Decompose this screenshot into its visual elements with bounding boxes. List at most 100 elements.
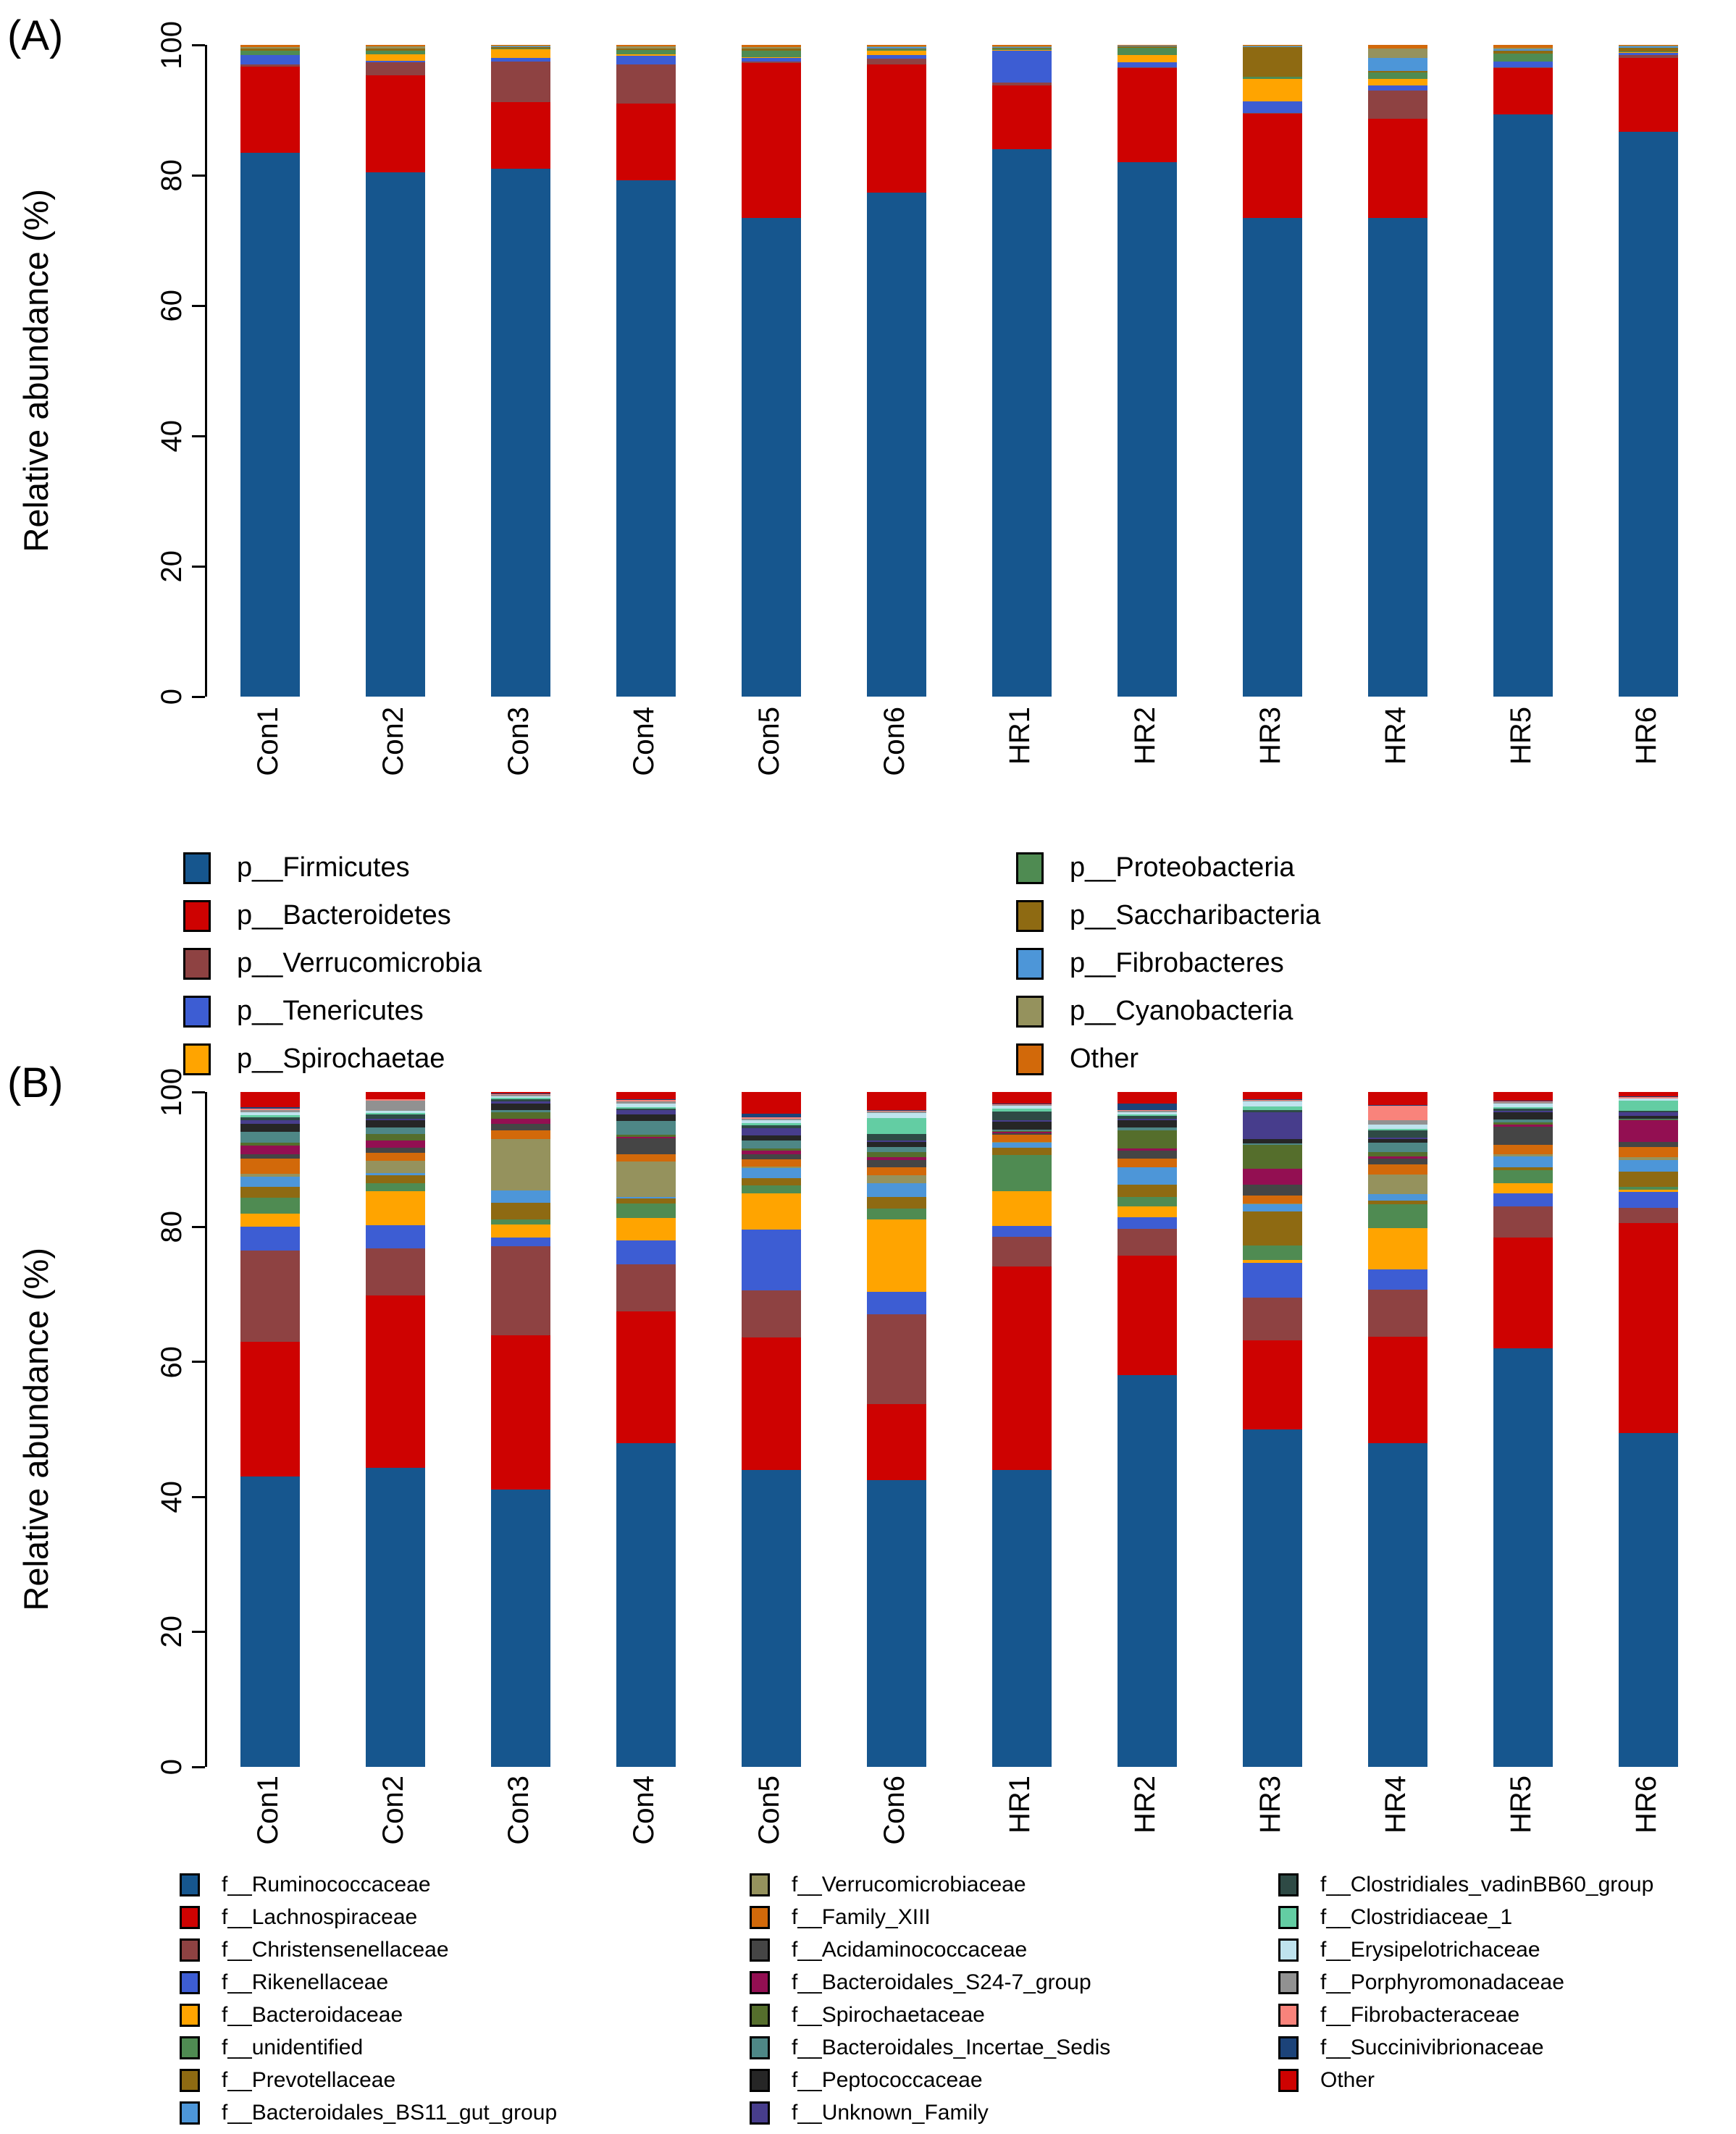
bar-segment bbox=[365, 45, 425, 46]
bar-segment bbox=[490, 1093, 550, 1095]
bar-segment bbox=[1368, 1138, 1428, 1140]
bar-segment bbox=[1493, 114, 1553, 697]
bar-segment bbox=[992, 1226, 1052, 1238]
bar-segment bbox=[1118, 1184, 1178, 1198]
legend-column: f__Clostridiales_vadinBB60_group f__Clost… bbox=[1278, 1873, 1653, 2101]
bar-segment bbox=[1619, 1101, 1679, 1112]
bar-segment bbox=[741, 1154, 801, 1160]
bar-segment bbox=[741, 1166, 801, 1169]
x-label-slot: HR5 bbox=[1459, 707, 1584, 844]
legend-item: f__Acidaminococcaceae bbox=[750, 1938, 1110, 1962]
bar-segment bbox=[240, 1213, 300, 1227]
bar-segment bbox=[992, 1105, 1052, 1109]
legend-item: p__Cyanobacteria bbox=[1016, 995, 1320, 1028]
bar-segment bbox=[365, 1191, 425, 1225]
bar-segment bbox=[365, 1133, 425, 1141]
bar-segment bbox=[616, 104, 676, 181]
bar-segment bbox=[616, 50, 676, 54]
y-tick-label-box: 0 bbox=[126, 639, 188, 755]
x-tick-label: HR5 bbox=[1505, 707, 1538, 765]
bar-segment bbox=[1619, 1111, 1679, 1113]
bar-segment bbox=[741, 1117, 801, 1119]
bar-segment bbox=[992, 47, 1052, 49]
bar-segment bbox=[866, 1167, 926, 1175]
bar-segment bbox=[992, 1134, 1052, 1143]
bar-segment bbox=[490, 1093, 550, 1094]
y-tick-label-box: 20 bbox=[126, 1574, 188, 1690]
bar-segment bbox=[866, 58, 926, 65]
bar-segment bbox=[1493, 1122, 1553, 1125]
bar-segment bbox=[490, 1099, 550, 1102]
legend-label: f__Spirochaetaceae bbox=[792, 2002, 985, 2027]
bar-Con5 bbox=[741, 1092, 801, 1767]
bar-segment bbox=[616, 56, 676, 65]
bar-segment bbox=[1619, 45, 1679, 46]
bar-Con1 bbox=[240, 45, 300, 697]
bar-segment bbox=[1619, 1172, 1679, 1187]
legend-label: p__Saccharibacteria bbox=[1070, 900, 1321, 931]
bar-segment bbox=[616, 1098, 676, 1101]
bar-HR2 bbox=[1118, 45, 1178, 697]
bar-segment bbox=[741, 1337, 801, 1470]
bar-segment bbox=[1243, 1203, 1303, 1212]
bar-segment bbox=[1243, 1298, 1303, 1340]
bar-segment bbox=[741, 57, 801, 59]
bar-segment bbox=[1493, 1101, 1553, 1103]
legend-label: p__Cyanobacteria bbox=[1070, 996, 1293, 1026]
bar-segment bbox=[365, 1120, 425, 1127]
bar-segment bbox=[866, 51, 926, 55]
bar-segment bbox=[1619, 1098, 1679, 1099]
bar-segment bbox=[616, 64, 676, 104]
x-tick-label: Con5 bbox=[752, 707, 785, 776]
bar-segment bbox=[240, 49, 300, 51]
bar-HR5 bbox=[1493, 1092, 1553, 1767]
bar-segment bbox=[1368, 1156, 1428, 1159]
legend-label: f__Ruminococcaceae bbox=[222, 1872, 431, 1896]
legend-label: p__Proteobacteria bbox=[1070, 852, 1295, 883]
bar-segment bbox=[616, 1154, 676, 1162]
legend-swatch bbox=[1278, 2036, 1299, 2059]
bar-segment bbox=[365, 54, 425, 61]
bar-segment bbox=[240, 1341, 300, 1477]
legend-label: f__Lachnospiraceae bbox=[222, 1904, 418, 1929]
bar-segment bbox=[992, 1132, 1052, 1133]
bar-segment bbox=[1118, 47, 1178, 56]
bar-segment bbox=[1493, 1348, 1553, 1767]
bar-HR3 bbox=[1243, 45, 1303, 697]
legend-item: p__Bacteroidetes bbox=[183, 899, 482, 932]
bar-segment bbox=[365, 1140, 425, 1148]
bar-segment bbox=[1619, 58, 1679, 132]
bar-segment bbox=[1118, 1375, 1178, 1767]
legend-label: Other bbox=[1320, 2067, 1375, 2092]
bar-segment bbox=[1368, 1120, 1428, 1125]
bar-segment bbox=[365, 1111, 425, 1114]
y-tick-label-box: 40 bbox=[126, 378, 188, 494]
bar-slot bbox=[1085, 45, 1210, 697]
bar-segment bbox=[866, 1112, 926, 1114]
bar-segment bbox=[866, 48, 926, 50]
bars-row bbox=[207, 1092, 1711, 1767]
bar-segment bbox=[1118, 46, 1178, 48]
y-tick-label: 80 bbox=[156, 159, 188, 192]
bar-segment bbox=[1619, 1119, 1679, 1121]
bar-segment bbox=[992, 1109, 1052, 1112]
bar-segment bbox=[1118, 62, 1178, 67]
bar-HR5 bbox=[1493, 45, 1553, 697]
x-label-slot: Con1 bbox=[205, 707, 330, 844]
legend-label: f__Erysipelotrichaceae bbox=[1320, 1937, 1540, 1962]
bar-segment bbox=[490, 48, 550, 50]
bar-slot bbox=[1586, 1092, 1711, 1767]
bar-segment bbox=[1493, 1206, 1553, 1238]
bar-segment bbox=[1118, 1217, 1178, 1230]
bar-segment bbox=[741, 45, 801, 47]
bar-segment bbox=[1118, 1159, 1178, 1167]
bar-segment bbox=[1118, 1120, 1178, 1127]
x-label-slot: HR1 bbox=[957, 707, 1082, 844]
bar-segment bbox=[1368, 1337, 1428, 1443]
x-label-slot: Con6 bbox=[831, 707, 957, 844]
bar-segment bbox=[365, 1114, 425, 1119]
bar-segment bbox=[1493, 1170, 1553, 1183]
bar-segment bbox=[1493, 45, 1553, 48]
bar-slot bbox=[1085, 1092, 1210, 1767]
bar-segment bbox=[490, 1203, 550, 1220]
